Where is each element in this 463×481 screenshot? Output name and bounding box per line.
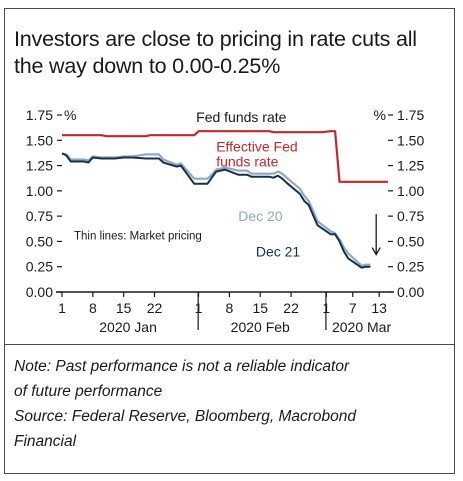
series-dec20-line xyxy=(61,152,371,267)
y-tick-label-right: 1.75 xyxy=(397,107,424,123)
y-tick-label-left: 1.75 xyxy=(26,107,53,123)
y-tick-label-right: 0.50 xyxy=(397,233,424,249)
x-tick-label: 8 xyxy=(89,300,97,316)
y-tick-label-right: 0.00 xyxy=(397,284,424,300)
y-tick-label-left: 0.25 xyxy=(26,259,53,275)
x-tick-label: 13 xyxy=(371,300,387,316)
x-month-label: 2020 Mar xyxy=(332,319,391,335)
y-tick-label-right: 0.25 xyxy=(397,259,424,275)
y-tick-label-right: 1.00 xyxy=(397,183,424,199)
y-unit-left: % xyxy=(64,107,76,123)
label-effective-1: Effective Fed xyxy=(216,138,297,154)
y-tick-label-right: 1.25 xyxy=(397,158,424,174)
y-tick-label-left: 0.50 xyxy=(26,233,53,249)
label-effective-2: funds rate xyxy=(216,153,278,169)
series-dec21-line xyxy=(61,152,371,269)
label-thin-lines: Thin lines: Market pricing xyxy=(74,230,202,242)
y-tick-label-left: 1.50 xyxy=(26,132,53,148)
label-dec21: Dec 21 xyxy=(256,244,301,260)
y-tick-label-left: 1.00 xyxy=(26,183,53,199)
x-tick-label: 15 xyxy=(116,300,132,316)
y-tick-label-right: 1.50 xyxy=(397,132,424,148)
y-tick-label-left: 1.25 xyxy=(26,158,53,174)
series-fed_funds-line xyxy=(62,130,388,183)
y-tick-label-left: 0.75 xyxy=(26,208,53,224)
note-line-1: Note: Past performance is not a reliable… xyxy=(14,358,350,375)
y-tick-label-left: 0.00 xyxy=(26,284,53,300)
label-dec20: Dec 20 xyxy=(238,208,283,224)
chart-frame xyxy=(4,8,455,474)
x-tick-label: 15 xyxy=(252,300,268,316)
x-month-label: 2020 Feb xyxy=(231,319,290,335)
source-line-2: Financial xyxy=(14,433,77,450)
x-tick-label: 22 xyxy=(283,300,299,316)
chart-title: Investors are close to pricing in rate c… xyxy=(14,27,417,78)
x-tick-label: 1 xyxy=(58,300,66,316)
x-tick-label: 22 xyxy=(147,300,163,316)
arrow-head xyxy=(371,247,381,256)
y-unit-right: % xyxy=(374,107,386,123)
source-line-1: Source: Federal Reserve, Bloomberg, Macr… xyxy=(14,408,357,425)
x-month-label: 2020 Jan xyxy=(99,319,157,335)
chart-note: Note: Past performance is not a reliable… xyxy=(14,354,444,454)
line-chart: 0.00 0.00 0.25 0.25 0.50 0.50 0.75 0.75 1.00 1.00… xyxy=(26,107,425,335)
y-tick-label-right: 0.75 xyxy=(397,208,424,224)
x-tick-label: 8 xyxy=(226,300,234,316)
label-fed-funds-rate: Fed funds rate xyxy=(196,109,286,125)
note-line-2: of future performance xyxy=(14,383,163,400)
x-tick-label: 7 xyxy=(349,300,357,316)
chart-note-divider xyxy=(4,344,455,345)
